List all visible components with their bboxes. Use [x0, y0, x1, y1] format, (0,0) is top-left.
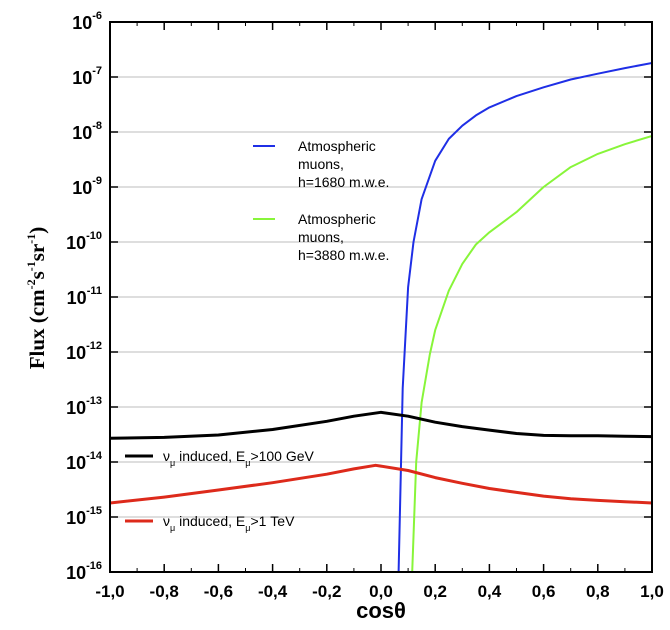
red-numu-1tev-curve: [110, 463, 652, 505]
y-tick-label: 10-14: [66, 450, 103, 473]
y-tick-label: 10-9: [72, 175, 102, 198]
x-tick-label: 1,0: [640, 582, 664, 601]
black-numu-100gev-curve: [110, 410, 652, 440]
x-tick-labels: -1,0 -0,8 -0,6 -0,4 -0,2 0,0 0,2 0,4 0,6 0,8 1,0: [95, 582, 663, 601]
blue-muon-1680-curve: [397, 62, 652, 572]
y-axis-label-suffix: ): [25, 227, 49, 234]
legend-label-line: muons,: [298, 156, 344, 172]
y-tick-label: 10-13: [66, 395, 102, 418]
legend: Atmospheric muons, h=1680 m.w.e. Atmospheri…: [125, 138, 389, 533]
y-axis-label-prefix: Flux (cm: [25, 289, 49, 369]
x-tick-label: 0,8: [586, 582, 610, 601]
y-axis-label-sup2: -1: [24, 261, 38, 271]
data-curves: [110, 62, 652, 572]
legend-label: νμ induced, Eμ>100 GeV: [163, 448, 315, 468]
legend-label-line: h=1680 m.w.e.: [298, 174, 389, 190]
x-tick-label: 0,6: [532, 582, 556, 601]
y-tick-label: 10-7: [72, 65, 102, 88]
legend-label-line: h=3880 m.w.e.: [298, 247, 389, 263]
y-tick-label: 10-6: [72, 10, 102, 33]
x-tick-label: 0,0: [369, 582, 393, 601]
y-axis-label-sup3: -1: [24, 234, 38, 244]
x-tick-label: -0,6: [204, 582, 233, 601]
legend-label: νμ induced, Eμ>1 TeV: [163, 513, 295, 533]
x-tick-label: -1,0: [95, 582, 124, 601]
y-axis-label-sup1: -2: [24, 279, 38, 289]
legend-label-line: Atmospheric: [298, 138, 376, 154]
x-tick-label: -0,2: [312, 582, 341, 601]
y-tick-label: 10-11: [67, 285, 102, 308]
gridlines: [110, 21, 652, 573]
x-axis-label: cosθ: [356, 598, 406, 623]
y-tick-label: 10-15: [66, 505, 102, 528]
y-tick-label: 10-8: [72, 120, 102, 143]
legend-label-line: Atmospheric: [298, 211, 376, 227]
y-tick-labels: 10-16 10-15 10-14 10-13 10-12 10-11 10-10 10-9 1…: [66, 10, 103, 583]
y-axis-label-mid2: sr: [25, 244, 49, 262]
x-tick-label: 0,2: [423, 582, 447, 601]
y-tick-label: 10-12: [66, 340, 102, 363]
x-tick-label: -0,4: [258, 582, 288, 601]
y-axis-label-mid1: s: [25, 271, 49, 279]
green-muon-3880-curve: [411, 134, 652, 572]
axis-ticks: [109, 21, 653, 573]
y-axis-label: Flux (cm-2s-1sr-1): [24, 227, 49, 370]
y-tick-label: 10-16: [66, 560, 102, 583]
x-tick-label: -0,8: [150, 582, 179, 601]
legend-label-line: muons,: [298, 229, 344, 245]
y-tick-label: 10-10: [66, 230, 102, 253]
x-tick-label: 0,4: [478, 582, 502, 601]
